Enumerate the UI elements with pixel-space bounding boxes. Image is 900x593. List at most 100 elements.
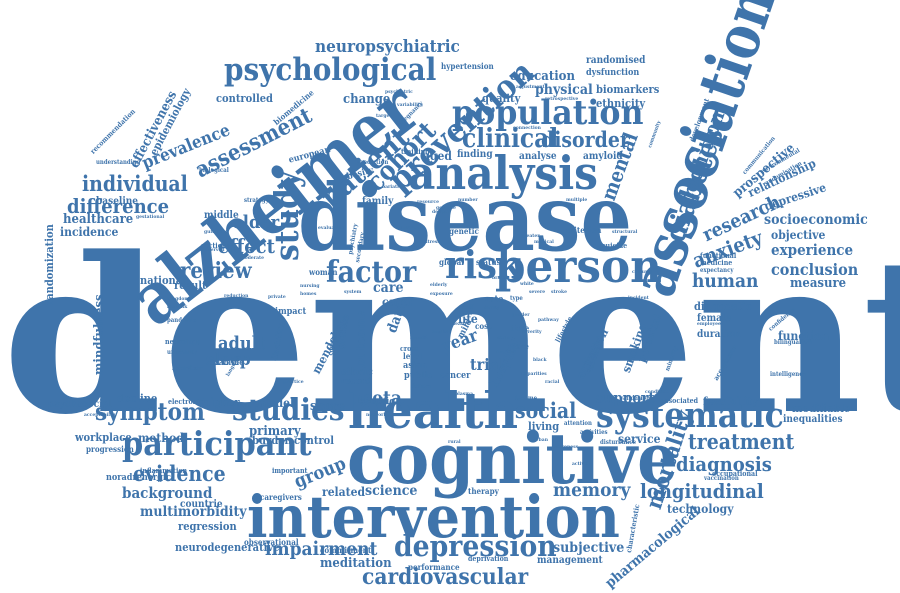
word-network: network — [366, 412, 387, 418]
word-intervention: intervention — [247, 483, 620, 551]
word-cognitive: cognitive — [347, 417, 679, 500]
word-randomization: randomization — [43, 224, 56, 305]
word-income: income — [515, 395, 538, 402]
word-pathway: pathway — [538, 317, 559, 323]
word-modifiable: modifiable — [792, 402, 851, 415]
word-related: related — [322, 485, 366, 499]
word-future: future — [412, 383, 431, 390]
word-kingdom: kingdom — [167, 296, 190, 302]
word-benefit: benefit — [410, 335, 428, 341]
word-rate: rate — [485, 295, 504, 305]
word-incident: incident — [628, 295, 649, 301]
word-support: support — [596, 389, 655, 407]
word-science: science — [365, 483, 418, 499]
word-severity: severity — [522, 329, 542, 335]
word-human: human — [692, 270, 759, 292]
word-analyse: analyse — [519, 151, 557, 162]
word-cross: cross — [400, 344, 419, 353]
word-moderate: moderate — [240, 255, 265, 261]
word-woman: woman — [309, 267, 338, 277]
word-record: record — [341, 377, 371, 387]
word-quality: quality — [482, 92, 521, 105]
word-multimorbidity: multimorbidity — [140, 504, 247, 520]
word-training: training — [401, 147, 430, 156]
word-controlled: controlled — [216, 92, 273, 105]
word-treatment: treatment — [688, 429, 795, 454]
word-decline: decline — [117, 392, 158, 405]
word-adjustment: adjustment — [516, 84, 545, 90]
word-expectancy: expectancy — [700, 267, 734, 274]
word-attention: attention — [564, 420, 592, 427]
word-clinical: clinical — [462, 124, 559, 154]
word-population: population — [452, 93, 644, 133]
word-sleep: sleep — [206, 350, 251, 370]
word-homes: homes — [300, 291, 317, 297]
word-conclusion: conclusion — [771, 260, 859, 279]
word-frailty: frailty — [484, 305, 500, 311]
word-duration: duration — [697, 329, 741, 340]
word-individual: individual — [82, 171, 188, 196]
word-measure: measure — [790, 276, 847, 291]
word-level: level — [403, 351, 422, 361]
word-nursing: nursing — [300, 283, 320, 289]
word-middle: middle — [204, 210, 239, 221]
word-condition: condition — [645, 389, 669, 395]
word-rural: rural — [448, 439, 461, 445]
word-global: global — [439, 257, 465, 267]
word-genome: genome — [436, 205, 456, 211]
word-time: time — [511, 323, 530, 333]
word-system: system — [344, 289, 362, 295]
word-validation: validation — [620, 395, 651, 402]
word-severe: severe — [529, 289, 546, 295]
word-racial: racial — [545, 379, 560, 385]
word-exposure: exposure — [430, 291, 453, 297]
word-studies: studies — [232, 393, 345, 428]
word-trial: trial — [470, 355, 505, 374]
word-electronic: electronic — [168, 397, 204, 406]
word-intelligence: intelligence — [770, 371, 806, 378]
word-life: life — [458, 312, 478, 326]
word-associated: associated — [661, 396, 699, 405]
word-awareness: awareness — [552, 444, 579, 450]
word-change: change — [343, 92, 391, 107]
word-burden: burden — [252, 434, 292, 447]
word-feasibility: feasibility — [703, 395, 758, 408]
word-recommendation: recommendation — [88, 106, 137, 156]
word-activity: activity — [572, 461, 591, 467]
word-retrospective: retrospective — [545, 96, 579, 102]
word-living: living — [528, 420, 560, 433]
word-death: death — [452, 321, 467, 327]
word-examine: examine — [210, 357, 244, 367]
word-inequalities: inequalities — [783, 414, 843, 425]
word-type: type — [510, 295, 523, 302]
word-white: white — [520, 281, 534, 287]
word-health: health — [348, 381, 519, 440]
word-bariatric: bariatric — [382, 184, 404, 190]
word-observed: observed — [202, 247, 225, 253]
word-plasma: plasma — [455, 391, 473, 397]
word-care: care — [373, 280, 404, 296]
word-multiple: multiple — [566, 197, 588, 203]
word-difference: difference — [67, 194, 170, 218]
word-biomarkers: biomarkers — [596, 83, 660, 96]
word-analysis: analysis — [408, 146, 599, 200]
word-disorder: disorder — [541, 127, 630, 152]
word-variability: variability — [397, 102, 423, 108]
word-important: important — [272, 466, 308, 475]
word-person: person — [495, 239, 662, 293]
word-caregivers: caregivers — [260, 492, 302, 502]
word-performance: performance — [408, 562, 460, 572]
word-psychological: psychological — [224, 52, 437, 88]
word-longitudinal: longitudinal — [640, 479, 764, 503]
word-participant: participant — [122, 424, 312, 463]
word-reduction: reduction — [224, 293, 249, 299]
word-number: number — [458, 197, 478, 203]
word-prediction: prediction — [357, 159, 389, 166]
word-structural: structural — [612, 229, 638, 235]
word-systematic: systematic — [596, 395, 784, 436]
word-method: method — [138, 431, 184, 445]
word-technology: technology — [667, 502, 734, 516]
word-functional: functional — [700, 251, 737, 260]
word-regression: regression — [178, 520, 237, 533]
